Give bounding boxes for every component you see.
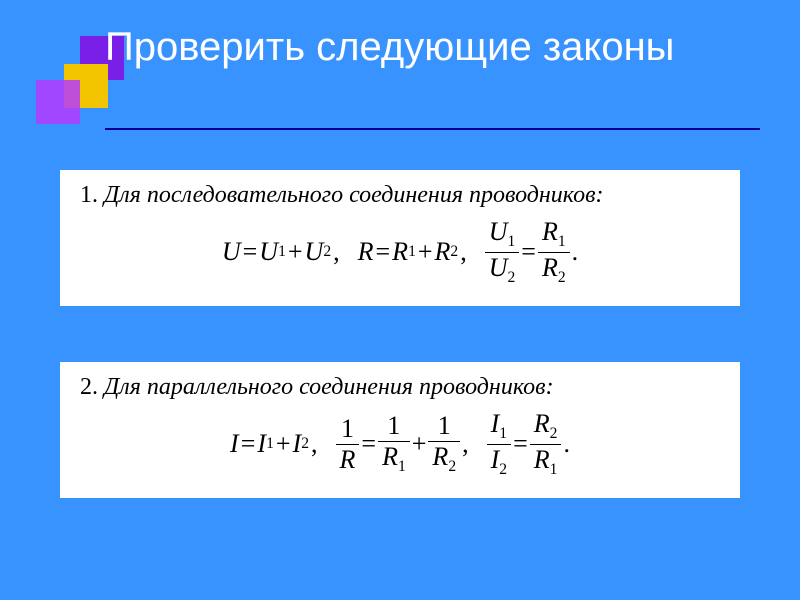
- card2-heading-text: Для параллельного соединения проводников…: [104, 374, 554, 400]
- eq-U: U = U1 + U2 ,: [222, 237, 340, 267]
- card1-num: 1.: [80, 182, 98, 208]
- title-underline: [105, 128, 760, 130]
- eq-R: R = R1 + R2 ,: [358, 237, 467, 267]
- card2-heading: 2. Для параллельного соединения проводни…: [80, 374, 720, 401]
- eq-1overR: 1 R = 1 R1 + 1 R2 ,: [336, 413, 469, 475]
- card1-heading-text: Для последовательного соединения проводн…: [104, 182, 604, 208]
- slide-title: Проверить следующие законы: [105, 24, 760, 70]
- card1-heading: 1. Для последовательного соединения пров…: [80, 182, 720, 209]
- card1-equations: U = U1 + U2 , R = R1 + R2 , U1 U2 = R1 R…: [80, 219, 720, 286]
- logo-square-purple-bot: [36, 80, 80, 124]
- eq-ratio-UR: U1 U2 = R1 R2 .: [485, 219, 578, 286]
- card2-num: 2.: [80, 374, 98, 400]
- card2-equations: I = I1 + I2 , 1 R = 1 R1 + 1 R2 ,: [80, 411, 720, 478]
- law-card-series: 1. Для последовательного соединения пров…: [60, 170, 740, 306]
- eq-I: I = I1 + I2 ,: [230, 429, 317, 459]
- eq-ratio-IR: I1 I2 = R2 R1 .: [487, 411, 570, 478]
- law-card-parallel: 2. Для параллельного соединения проводни…: [60, 362, 740, 498]
